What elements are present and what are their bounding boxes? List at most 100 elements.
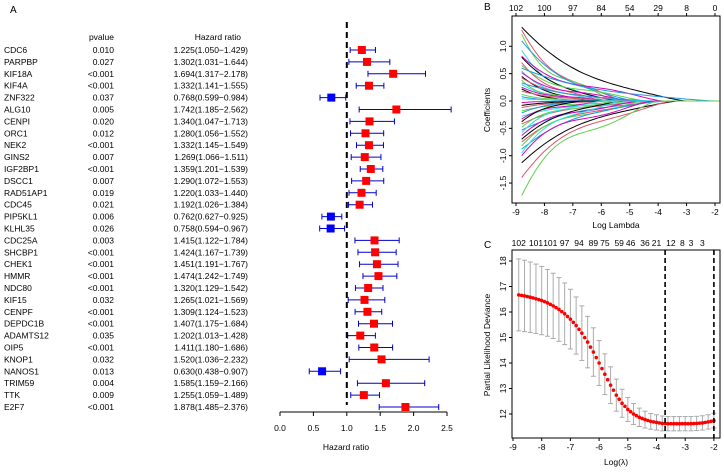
deviance-point [559, 309, 564, 314]
cv-xlabel: Log(λ) [604, 457, 628, 467]
gene-label: ZNF322 [4, 93, 35, 103]
deviance-point [568, 317, 573, 321]
y-tick-label: 14 [498, 358, 508, 368]
x-tick-label: 0.0 [274, 423, 286, 433]
hazard-ratio-point [360, 153, 369, 162]
deviance-point [648, 419, 653, 424]
pvalue-value: 0.032 [93, 354, 115, 364]
lasso-ylabel: Coefficients [482, 88, 492, 132]
deviance-point [577, 327, 581, 332]
deviance-point [677, 421, 682, 426]
deviance-point [626, 407, 630, 412]
hazard-ratio-point [363, 307, 372, 316]
x-tick-label: 1.5 [374, 423, 386, 433]
hazard-ratio-value: 0.630(0.438−0.907) [174, 366, 249, 376]
top-axis-label: 102 [512, 238, 526, 248]
cv-ylabel: Partial Likelihood Deviance [482, 293, 492, 396]
hazard-ratio-value: 1.878(1.485−2.376) [174, 402, 249, 412]
deviance-point [651, 420, 656, 424]
gene-label: CDC6 [4, 45, 27, 55]
hazard-ratio-point [392, 105, 401, 114]
hazard-ratio-point [355, 200, 364, 209]
hazard-ratio-point [360, 295, 369, 304]
pvalue-value: <0.001 [88, 69, 115, 79]
hazard-ratio-value: 1.474(1.242−1.749) [174, 271, 249, 281]
top-axis-label: 100 [537, 3, 551, 13]
hazard-ratio-value: 1.269(1.066−1.511) [174, 152, 248, 162]
pvalue-value: 0.006 [93, 212, 115, 222]
deviance-point [654, 420, 659, 425]
pvalue-value: <0.001 [88, 319, 115, 329]
hazard-ratio-point [365, 117, 374, 126]
y-tick-label: 12 [498, 409, 508, 419]
hazard-ratio-value: 1.309(1.124−1.523) [174, 307, 249, 317]
gene-label: KNOP1 [4, 354, 33, 364]
x-tick-label: -6 [598, 207, 606, 217]
deviance-point [700, 421, 705, 425]
hazard-ratio-value: 0.758(0.594−0.967) [174, 224, 249, 234]
gene-label: NEK2 [4, 140, 26, 150]
hazard-ratio-value: 1.694(1.317−2.178) [174, 69, 249, 79]
deviance-point [588, 345, 593, 349]
deviance-point [557, 307, 561, 312]
y-tick-label: 17 [498, 282, 508, 292]
hazard-ratio-value: 1.320(1.129−1.542) [174, 283, 249, 293]
x-tick-label: 0.5 [307, 423, 319, 433]
lasso-xlabel: Log Lambda [592, 220, 640, 230]
deviance-point [694, 421, 699, 426]
gene-label: ADAMTS12 [4, 331, 49, 341]
plot-frame [511, 249, 721, 439]
coefficient-path [521, 100, 720, 196]
deviance-point [634, 413, 639, 418]
deviance-point [611, 388, 616, 392]
hazard-ratio-value: 1.290(1.072−1.553) [174, 176, 249, 186]
gene-label: ORC1 [4, 128, 28, 138]
deviance-point [565, 314, 570, 319]
x-tick-label: -2 [711, 207, 719, 217]
deviance-point [562, 311, 567, 316]
gene-label: NANOS1 [4, 366, 39, 376]
pvalue-value: <0.001 [88, 402, 115, 412]
hazard-ratio-point [381, 379, 390, 388]
pvalue-header: pvalue [89, 32, 114, 42]
deviance-point [631, 412, 636, 416]
hazard-ratio-point [366, 165, 375, 173]
y-tick-label: 13 [498, 384, 508, 394]
deviance-point [519, 293, 524, 298]
deviance-point [643, 417, 647, 422]
x-tick-label: -5 [626, 207, 634, 217]
top-axis-label: 0 [713, 3, 718, 13]
hazard-ratio-value: 1.451(1.191−1.767) [174, 259, 249, 269]
hazard-ratio-point [326, 224, 335, 233]
hazard-ratio-point [371, 248, 380, 257]
gene-label: TRIM59 [4, 378, 35, 388]
top-axis-label: 94 [574, 238, 584, 248]
hazard-ratio-value: 1.411(1.180−1.686) [174, 343, 248, 353]
x-tick-label: -3 [681, 442, 689, 452]
hazard-ratio-value: 1.742(1.185−2.562) [174, 105, 249, 115]
hazard-ratio-header: Hazard ratio [195, 32, 242, 42]
deviance-point [522, 294, 527, 298]
pvalue-value: 0.021 [93, 200, 115, 210]
y-tick-label: 0.5 [498, 67, 508, 79]
hazard-ratio-point [362, 176, 371, 185]
gene-label: CENPF [4, 307, 33, 317]
panel-b-label: B [484, 2, 491, 13]
top-axis-label: 29 [653, 3, 663, 13]
x-tick-label: -9 [512, 207, 520, 217]
top-axis-label: 97 [568, 3, 578, 13]
hazard-ratio-value: 1.520(1.036−2.232) [174, 354, 249, 364]
deviance-point [669, 421, 673, 426]
hazard-ratio-point [318, 367, 327, 376]
gene-label: CDC25A [4, 235, 38, 245]
gene-label: CHEK1 [4, 259, 33, 269]
gene-label: TTK [4, 390, 20, 400]
gene-label: DEPDC1B [4, 319, 44, 329]
deviance-point [571, 320, 576, 325]
hazard-ratio-point [374, 272, 383, 281]
y-tick-label: 0.0 [498, 95, 508, 107]
deviance-point [537, 297, 541, 302]
top-axis-label: 89 [589, 238, 599, 248]
hazard-ratio-value: 1.585(1.159−2.166) [174, 378, 249, 388]
